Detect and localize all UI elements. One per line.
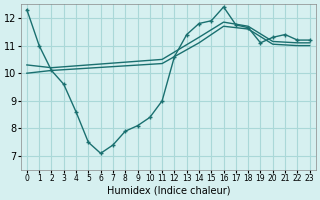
X-axis label: Humidex (Indice chaleur): Humidex (Indice chaleur): [107, 186, 230, 196]
